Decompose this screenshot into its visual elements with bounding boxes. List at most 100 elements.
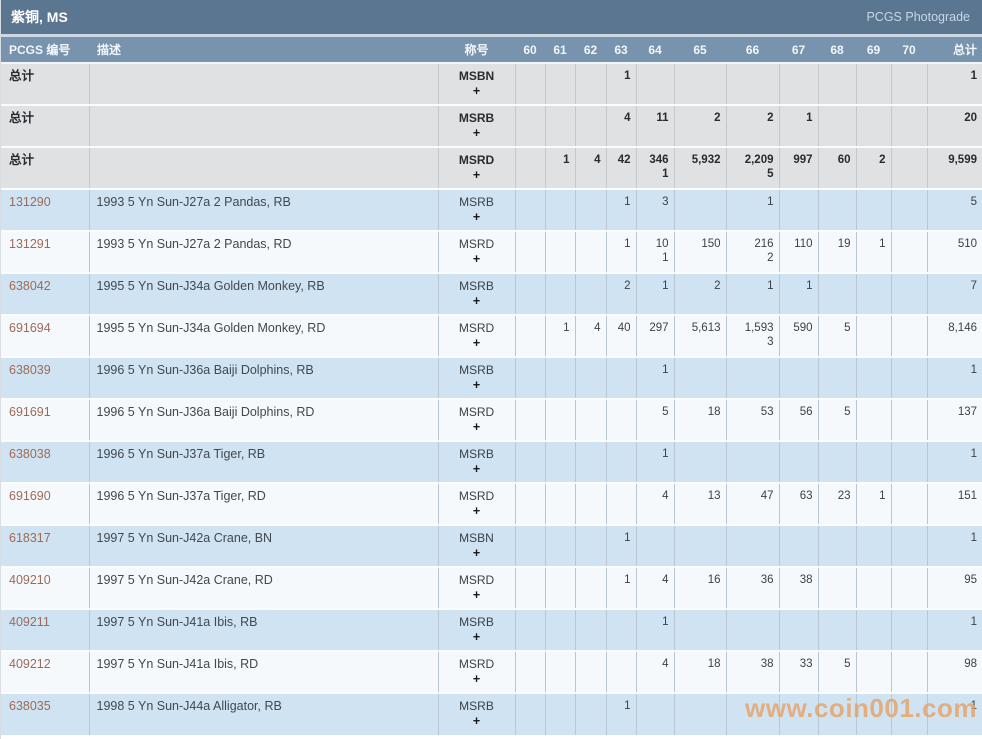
grade-cell-66 [725, 356, 779, 399]
grade-cell-64: 1 [635, 608, 674, 651]
plus-sign: + [472, 504, 481, 518]
table-row: 409210 1997 5 Yn Sun-J42a Crane, RD MSRD +1… [1, 566, 982, 609]
grade-cell-62 [574, 524, 606, 567]
designation-label: MSRB [459, 195, 494, 209]
coin-description: 1996 5 Yn Sun-J37a Tiger, RB [88, 440, 438, 483]
grade-cell-69 [855, 650, 891, 693]
grade-cell-69 [855, 356, 891, 399]
designation-cell: MSRD + [437, 482, 515, 525]
table-row: 691690 1996 5 Yn Sun-J37a Tiger, RD MSRD +4… [1, 482, 982, 525]
pcgs-number-link[interactable]: 409210 [9, 573, 51, 587]
total-cell: 1 [926, 692, 982, 735]
designation-cell: MSRD + [437, 398, 515, 441]
grade-cell-68 [817, 104, 856, 147]
total-cell: 9,599 [926, 146, 982, 189]
grade-cell-67 [778, 440, 818, 483]
grade-cell-62 [574, 566, 606, 609]
grade-cell-63: 1 [605, 230, 636, 273]
grade-cell-63 [605, 440, 636, 483]
grade-cell-61 [544, 440, 575, 483]
page-title: 紫铜, MS [11, 9, 68, 25]
grade-cell-69 [855, 62, 891, 105]
grade-cell-67 [778, 524, 818, 567]
photograde-link[interactable]: PCGS Photograde [866, 10, 970, 24]
grade-cell-69 [855, 608, 891, 651]
grade-cell-68: 19 [817, 230, 856, 273]
grade-cell-62 [574, 230, 606, 273]
grade-count: 5 [767, 168, 774, 180]
grade-cell-61 [544, 398, 575, 441]
pcgs-cell: 409210 [1, 566, 89, 609]
grade-cell-69 [855, 314, 891, 357]
grade-cell-63 [605, 356, 636, 399]
grade-cell-65: 5,932 [673, 146, 726, 189]
grade-cell-61 [544, 356, 575, 399]
grade-cell-68 [817, 692, 856, 735]
table-row: 409212 1997 5 Yn Sun-J41a Ibis, RD MSRD +4 1… [1, 650, 982, 693]
table-header: PCGS 编号 描述 称号 60 61 62 63 64 65 66 67 68… [1, 37, 982, 64]
designation-cell: MSRD + [437, 566, 515, 609]
designation-label: MSRB [459, 699, 494, 713]
grade-cell-66 [725, 440, 779, 483]
plus-sign: + [472, 252, 481, 266]
grade-cell-65: 2 [673, 104, 726, 147]
plus-sign: + [472, 672, 481, 686]
header-designation: 称号 [438, 37, 515, 64]
plus-sign: + [472, 168, 481, 182]
coin-description: 1993 5 Yn Sun-J27a 2 Pandas, RD [88, 230, 438, 273]
grade-cell-62 [574, 104, 606, 147]
grade-cell-66: 53 [725, 398, 779, 441]
grade-cell-61 [544, 62, 575, 105]
grade-cell-66: 1 [725, 188, 779, 231]
grade-cell-65 [673, 440, 726, 483]
pcgs-number-link[interactable]: 638038 [9, 447, 51, 461]
designation-cell: MSRB + [437, 440, 515, 483]
pcgs-number-link[interactable]: 638042 [9, 279, 51, 293]
plus-sign: + [472, 546, 481, 560]
pcgs-number-link[interactable]: 691694 [9, 321, 51, 335]
pcgs-cell: 409211 [1, 608, 89, 651]
designation-cell: MSRB + [437, 104, 515, 147]
total-cell: 151 [926, 482, 982, 525]
plus-sign: + [472, 294, 481, 308]
grade-cell-64: 297 [635, 314, 674, 357]
grade-cell-61 [544, 104, 575, 147]
grade-cell-63 [605, 608, 636, 651]
plus-sign: + [472, 588, 481, 602]
header-grade-67: 67 [779, 37, 818, 64]
grade-cell-62: 4 [574, 314, 606, 357]
grade-cell-64 [635, 692, 674, 735]
pcgs-number-link[interactable]: 691690 [9, 489, 51, 503]
header-description: 描述 [89, 37, 438, 64]
grade-cell-61 [544, 524, 575, 567]
pcgs-number-link[interactable]: 131290 [9, 195, 51, 209]
grade-cell-63 [605, 650, 636, 693]
pcgs-number-link[interactable]: 409212 [9, 657, 51, 671]
grade-cell-64: 3 [635, 188, 674, 231]
pcgs-cell: 131291 [1, 230, 89, 273]
pcgs-number-link[interactable]: 409211 [9, 615, 50, 629]
grade-cell-63: 4 [605, 104, 636, 147]
grade-cell-68 [817, 356, 856, 399]
total-cell: 1 [926, 608, 982, 651]
grade-cell-70 [890, 230, 927, 273]
pcgs-cell: 131290 [1, 188, 89, 231]
coin-description: 1996 5 Yn Sun-J36a Baiji Dolphins, RB [88, 356, 438, 399]
designation-cell: MSRB + [437, 608, 515, 651]
pcgs-number-link[interactable]: 638035 [9, 699, 51, 713]
grade-cell-60 [514, 440, 545, 483]
pcgs-cell: 691690 [1, 482, 89, 525]
designation-label: MSBN [459, 531, 494, 545]
grade-cell-70 [890, 608, 927, 651]
grade-cell-67 [778, 62, 818, 105]
designation-cell: MSBN + [437, 62, 515, 105]
pcgs-number-link[interactable]: 638039 [9, 363, 51, 377]
pcgs-number-link[interactable]: 131291 [9, 237, 51, 251]
coin-description: 1995 5 Yn Sun-J34a Golden Monkey, RD [88, 314, 438, 357]
grade-cell-63 [605, 398, 636, 441]
designation-cell: MSRD + [437, 146, 515, 189]
pcgs-number-link[interactable]: 618317 [9, 531, 51, 545]
total-label: 总计 [1, 62, 89, 105]
pcgs-number-link[interactable]: 691691 [9, 405, 51, 419]
grade-cell-70 [890, 104, 927, 147]
